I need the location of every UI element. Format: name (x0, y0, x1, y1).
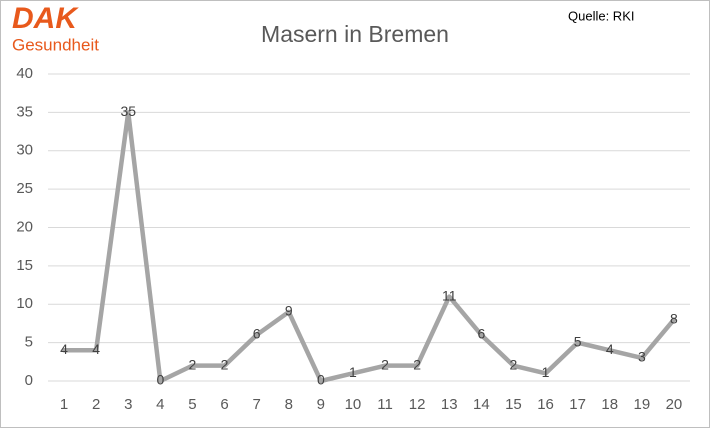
x-tick-label: 19 (634, 396, 651, 413)
x-tick-label: 10 (345, 396, 362, 413)
x-tick-label: 16 (537, 396, 554, 413)
x-tick-label: 7 (252, 396, 260, 413)
y-tick-label: 40 (16, 65, 33, 82)
x-tick-label: 15 (505, 396, 522, 413)
data-label: 4 (606, 341, 614, 357)
data-label: 3 (638, 349, 646, 365)
data-label: 8 (670, 310, 678, 326)
x-tick-label: 17 (569, 396, 586, 413)
data-label: 11 (442, 287, 457, 303)
y-tick-label: 25 (16, 180, 33, 197)
x-tick-label: 5 (188, 396, 196, 413)
data-label: 2 (189, 356, 197, 372)
x-tick-label: 3 (124, 396, 132, 413)
x-tick-label: 9 (317, 396, 325, 413)
x-tick-label: 14 (473, 396, 490, 413)
x-tick-label: 12 (409, 396, 426, 413)
y-tick-label: 5 (25, 334, 33, 351)
source: Quelle: RKI (568, 8, 634, 23)
y-tick-label: 20 (16, 218, 33, 235)
y-tick-label: 30 (16, 142, 33, 159)
data-label: 9 (285, 303, 293, 319)
data-label: 0 (317, 372, 325, 388)
y-tick-label: 15 (16, 257, 33, 274)
x-tick-label: 6 (220, 396, 228, 413)
x-tick-label: 4 (156, 396, 164, 413)
data-label: 2 (381, 356, 389, 372)
data-label: 2 (510, 356, 518, 372)
x-tick-label: 13 (441, 396, 458, 413)
data-label: 0 (156, 372, 164, 388)
data-label: 6 (253, 326, 261, 342)
data-line (61, 110, 677, 384)
data-label: 4 (92, 341, 100, 357)
chart-title: Masern in Bremen (261, 21, 449, 47)
data-label: 2 (221, 356, 229, 372)
x-tick-label: 8 (285, 396, 293, 413)
logo-tagline: Gesundheit (12, 35, 99, 54)
data-label: 2 (413, 356, 421, 372)
data-label: 1 (349, 364, 357, 380)
x-tick-label: 18 (601, 396, 618, 413)
data-label: 1 (542, 364, 550, 380)
y-tick-label: 35 (16, 103, 33, 120)
x-tick-label: 2 (92, 396, 100, 413)
x-tick-label: 1 (60, 396, 68, 413)
y-tick-label: 10 (16, 295, 33, 312)
x-tick-label: 20 (666, 396, 683, 413)
x-tick-label: 11 (377, 396, 393, 413)
data-label: 4 (60, 341, 68, 357)
data-label: 6 (477, 326, 485, 342)
data-label: 5 (574, 333, 582, 349)
data-label: 35 (120, 103, 136, 119)
logo-brand: DAK (12, 2, 79, 35)
y-tick-label: 0 (25, 372, 33, 389)
